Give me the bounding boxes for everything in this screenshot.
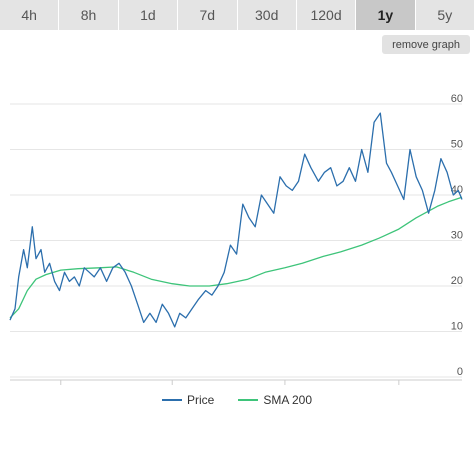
x-tick-label: Jul '25 — [269, 389, 300, 390]
x-tick-label: Oct '25 — [382, 389, 417, 390]
grid-lines — [10, 103, 462, 381]
x-axis-ticks: Jan '25 Apr '25 Jul '25 Oct '25 — [43, 380, 416, 390]
legend-swatch-price — [161, 399, 182, 401]
range-tab-4h[interactable]: 4h — [0, 0, 60, 30]
y-tick-label: 60 — [451, 93, 463, 105]
y-tick-label: 20 — [451, 275, 463, 287]
remove-graph-button[interactable]: remove graph — [382, 35, 470, 54]
y-tick-label: 0 — [457, 366, 463, 378]
range-tab-30d[interactable]: 30d — [237, 0, 297, 30]
price-series-line — [9, 112, 463, 328]
x-tick-label: Apr '25 — [155, 389, 190, 390]
chart-legend: Price SMA 200 — [0, 393, 474, 407]
range-tab-7d[interactable]: 7d — [178, 0, 238, 30]
legend-label-sma: SMA 200 — [263, 393, 313, 407]
y-tick-label: 10 — [451, 321, 463, 333]
x-tick-label: Jan '25 — [43, 389, 78, 390]
sma-200-series-line — [9, 196, 463, 319]
range-tab-5y[interactable]: 5y — [415, 0, 474, 30]
legend-label-price: Price — [186, 393, 215, 407]
y-tick-label: 30 — [451, 230, 463, 242]
time-range-selector: 4h 8h 1d 7d 30d 120d 1y 5y — [0, 0, 474, 30]
legend-item-price[interactable]: Price — [161, 393, 215, 407]
range-tab-8h[interactable]: 8h — [59, 0, 119, 30]
series-lines — [9, 112, 463, 328]
y-tick-label: 50 — [451, 139, 463, 151]
legend-item-sma[interactable]: SMA 200 — [238, 393, 312, 407]
legend-swatch-sma — [238, 399, 259, 401]
range-tab-1d[interactable]: 1d — [118, 0, 179, 30]
range-tab-1y[interactable]: 1y — [356, 0, 416, 30]
range-tab-120d[interactable]: 120d — [296, 0, 357, 30]
